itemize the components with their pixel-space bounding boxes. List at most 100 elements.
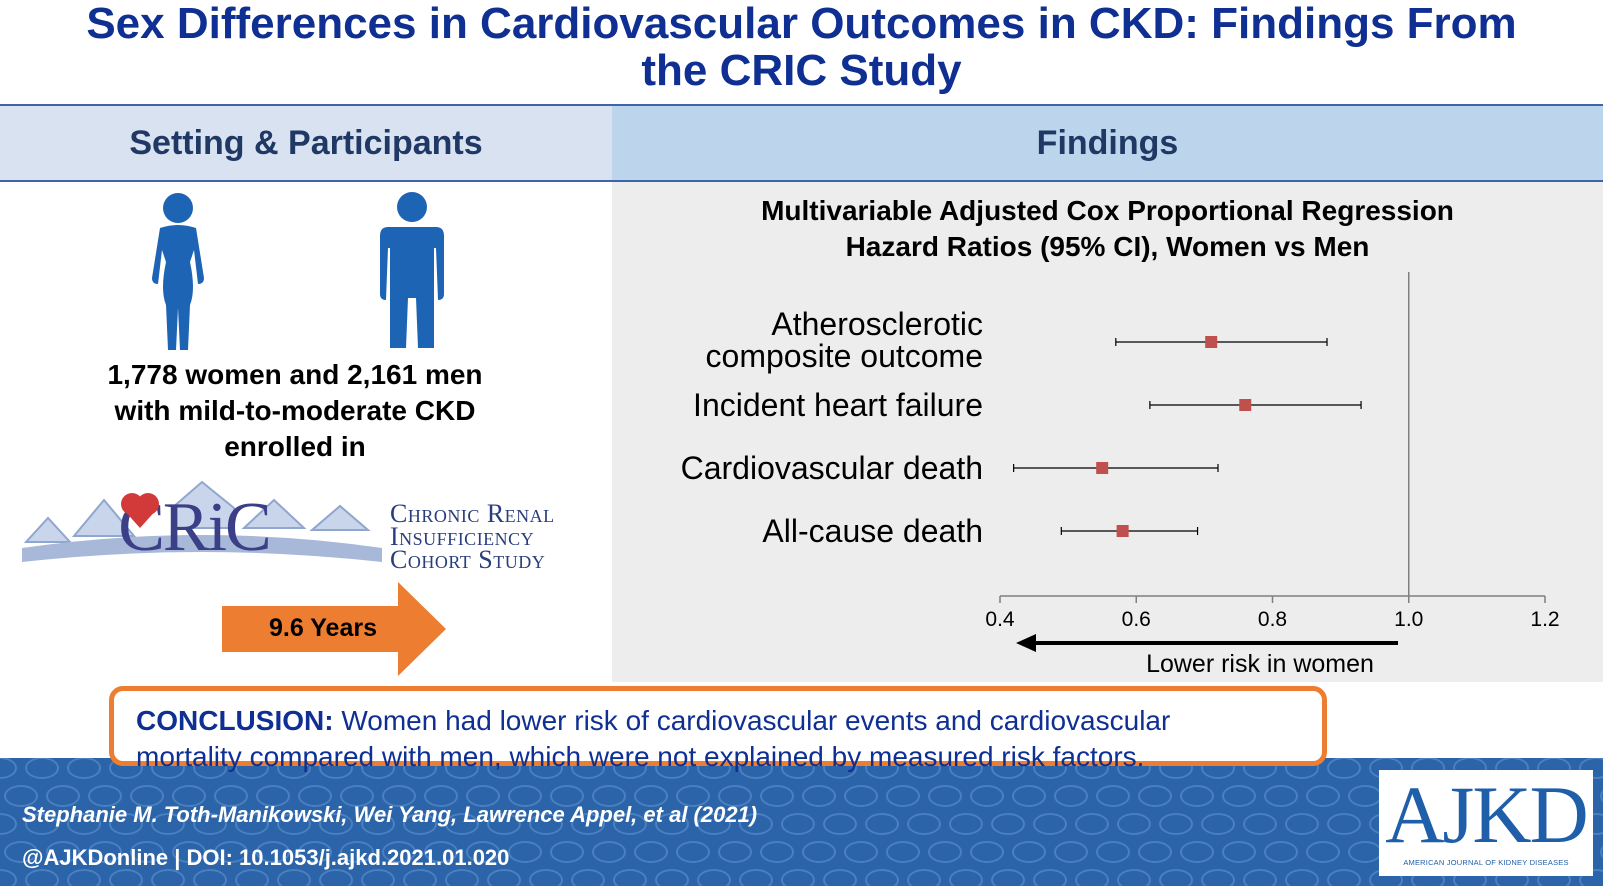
outcome-label: Atherosclerotic composite outcome <box>706 308 983 372</box>
kidney-pattern-icon <box>760 841 794 863</box>
woman-figure-icon <box>152 193 204 350</box>
followup-duration: 9.6 Years <box>269 613 377 642</box>
kidney-pattern-icon <box>193 758 227 779</box>
kidney-pattern-icon <box>298 785 332 807</box>
kidney-pattern-icon <box>88 785 122 807</box>
kidney-pattern-icon <box>802 785 836 807</box>
kidney-pattern-icon <box>592 785 626 807</box>
kidney-pattern-icon <box>970 785 1004 807</box>
kidney-pattern-icon <box>214 841 248 863</box>
kidney-pattern-icon <box>1180 785 1214 807</box>
kidney-pattern-icon <box>1033 758 1067 779</box>
hazard-ratio-point <box>1205 336 1218 348</box>
kidney-pattern-icon <box>949 813 983 835</box>
conclusion-label: CONCLUSION: <box>136 705 334 736</box>
kidney-pattern-icon <box>508 841 542 863</box>
kidney-pattern-icon <box>802 841 836 863</box>
kidney-pattern-icon <box>949 869 983 886</box>
hazard-ratio-point <box>1096 462 1109 474</box>
kidney-pattern-icon <box>466 841 500 863</box>
kidney-pattern-icon <box>1138 841 1172 863</box>
kidney-heart-icon <box>121 493 159 528</box>
conclusion-box: CONCLUSION: Women had lower risk of card… <box>109 686 1327 772</box>
outcome-label-line: All-cause death <box>762 513 983 549</box>
conclusion-text-line1: Women had lower risk of cardiovascular e… <box>333 705 1171 736</box>
kidney-pattern-icon <box>403 869 437 886</box>
kidney-pattern-icon <box>25 813 59 835</box>
kidney-pattern-icon <box>1222 785 1256 807</box>
kidney-pattern-icon <box>109 869 143 886</box>
chart-title: Multivariable Adjusted Cox Proportional … <box>612 193 1603 265</box>
kidney-pattern-icon <box>823 813 857 835</box>
lower-risk-arrow-head-icon <box>1016 634 1036 652</box>
participants-description: 1,778 women and 2,161 men with mild-to-m… <box>60 357 530 465</box>
cric-name-line2: Insufficiency <box>390 522 535 551</box>
kidney-pattern-icon <box>613 758 647 779</box>
kidney-pattern-icon <box>1348 841 1382 863</box>
outcome-label: Incident heart failure <box>693 389 983 421</box>
kidney-pattern-icon <box>1054 841 1088 863</box>
cric-ground <box>22 535 382 562</box>
kidney-pattern-icon <box>928 785 962 807</box>
kidney-pattern-icon <box>613 813 647 835</box>
kidney-pattern-icon <box>487 758 521 779</box>
kidney-pattern-icon <box>592 841 626 863</box>
lower-risk-label: Lower risk in women <box>1146 650 1374 678</box>
outcome-label-line: Atherosclerotic <box>771 306 983 342</box>
setting-participants-header: Setting & Participants <box>0 104 612 182</box>
kidney-pattern-icon <box>46 841 80 863</box>
kidney-pattern-icon <box>1096 841 1130 863</box>
cric-houses-icon <box>23 480 371 543</box>
kidney-pattern-icon <box>277 813 311 835</box>
participants-line1: 1,778 women and 2,161 men <box>107 359 483 390</box>
kidney-pattern-icon <box>1285 813 1319 835</box>
kidney-pattern-icon <box>655 869 689 886</box>
kidney-pattern-icon <box>529 813 563 835</box>
kidney-pattern-icon <box>0 758 17 779</box>
kidney-pattern-icon <box>1117 869 1151 886</box>
kidney-pattern-icon <box>382 785 416 807</box>
kidney-pattern-icon <box>445 813 479 835</box>
kidney-pattern-icon <box>1117 813 1151 835</box>
kidney-pattern-icon <box>1075 869 1109 886</box>
kidney-pattern-icon <box>193 813 227 835</box>
kidney-pattern-icon <box>298 841 332 863</box>
kidney-pattern-icon <box>214 785 248 807</box>
x-tick-label: 1.2 <box>1530 608 1560 631</box>
kidney-pattern-icon <box>613 869 647 886</box>
kidney-pattern-icon <box>823 869 857 886</box>
kidney-pattern-icon <box>634 841 668 863</box>
page-title-line1: Sex Differences in Cardiovascular Outcom… <box>86 0 1517 48</box>
kidney-pattern-icon <box>277 758 311 779</box>
kidney-pattern-icon <box>781 869 815 886</box>
page-title-line2: the CRIC Study <box>641 46 962 95</box>
kidney-pattern-icon <box>0 869 17 886</box>
kidney-pattern-icon <box>193 869 227 886</box>
kidney-pattern-icon <box>256 785 290 807</box>
conclusion-text-line2: mortality compared with men, which were … <box>136 741 1145 772</box>
authors-citation: Stephanie M. Toth-Manikowski, Wei Yang, … <box>22 802 758 827</box>
footer-pattern <box>0 758 1603 886</box>
kidney-pattern-icon <box>1348 785 1382 807</box>
ajkd-logo: AJKD AMERICAN JOURNAL OF KIDNEY DISEASES <box>1379 770 1593 876</box>
kidney-pattern-icon <box>1012 785 1046 807</box>
kidney-pattern-icon <box>886 841 920 863</box>
kidney-pattern-icon <box>865 758 899 779</box>
kidney-pattern-icon <box>67 758 101 779</box>
kidney-pattern-icon <box>403 813 437 835</box>
kidney-pattern-icon <box>781 758 815 779</box>
outcome-label: All-cause death <box>762 515 983 547</box>
kidney-pattern-icon <box>4 841 38 863</box>
kidney-pattern-icon <box>235 813 269 835</box>
kidney-pattern-icon <box>697 869 731 886</box>
kidney-pattern-icon <box>1579 758 1603 779</box>
kidney-pattern-icon <box>424 841 458 863</box>
x-tick-label: 1.0 <box>1394 608 1424 631</box>
kidney-pattern-icon <box>529 758 563 779</box>
kidney-pattern-icon <box>1306 841 1340 863</box>
kidney-pattern-icon <box>676 841 710 863</box>
kidney-pattern-icon <box>550 785 584 807</box>
kidney-pattern-icon <box>1600 789 1603 803</box>
kidney-pattern-icon <box>67 869 101 886</box>
kidney-pattern-icon <box>907 813 941 835</box>
